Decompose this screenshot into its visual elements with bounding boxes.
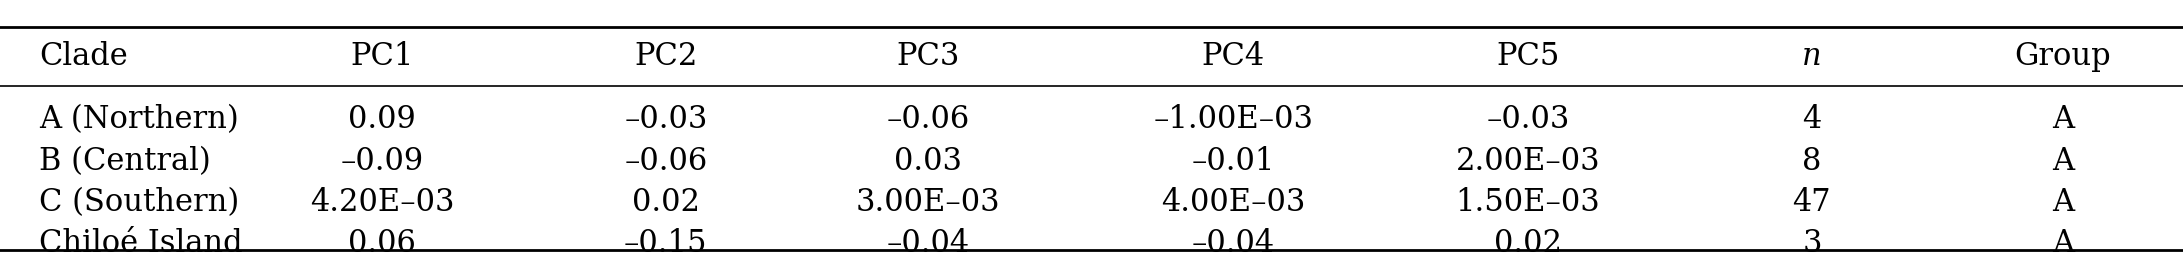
Text: PC5: PC5 — [1495, 41, 1561, 72]
Text: PC1: PC1 — [349, 41, 415, 72]
Text: 47: 47 — [1792, 187, 1832, 218]
Text: A: A — [2052, 228, 2074, 258]
Text: PC4: PC4 — [1203, 41, 1264, 72]
Text: 4.20E–03: 4.20E–03 — [310, 187, 454, 218]
Text: –0.03: –0.03 — [1487, 104, 1570, 135]
Text: A: A — [2052, 104, 2074, 135]
Text: PC2: PC2 — [633, 41, 699, 72]
Text: C (Southern): C (Southern) — [39, 187, 240, 218]
Text: A (Northern): A (Northern) — [39, 104, 240, 135]
Text: –0.01: –0.01 — [1192, 146, 1275, 177]
Text: n: n — [1803, 41, 1821, 72]
Text: 0.03: 0.03 — [893, 146, 963, 177]
Text: A: A — [2052, 146, 2074, 177]
Text: 4: 4 — [1803, 104, 1821, 135]
Text: –0.03: –0.03 — [624, 104, 707, 135]
Text: 8: 8 — [1803, 146, 1821, 177]
Text: –0.06: –0.06 — [886, 104, 969, 135]
Text: –0.04: –0.04 — [1192, 228, 1275, 258]
Text: 0.09: 0.09 — [347, 104, 417, 135]
Text: –0.09: –0.09 — [341, 146, 424, 177]
Text: 0.02: 0.02 — [631, 187, 701, 218]
Text: –1.00E–03: –1.00E–03 — [1153, 104, 1314, 135]
Text: –0.04: –0.04 — [886, 228, 969, 258]
Text: Chiloé Island: Chiloé Island — [39, 228, 242, 258]
Text: –0.15: –0.15 — [624, 228, 707, 258]
Text: 1.50E–03: 1.50E–03 — [1456, 187, 1600, 218]
Text: 0.06: 0.06 — [347, 228, 417, 258]
Text: 3: 3 — [1803, 228, 1821, 258]
Text: 0.02: 0.02 — [1493, 228, 1563, 258]
Text: –0.06: –0.06 — [624, 146, 707, 177]
Text: 2.00E–03: 2.00E–03 — [1456, 146, 1600, 177]
Text: Clade: Clade — [39, 41, 129, 72]
Text: 4.00E–03: 4.00E–03 — [1161, 187, 1305, 218]
Text: A: A — [2052, 187, 2074, 218]
Text: Group: Group — [2015, 41, 2111, 72]
Text: B (Central): B (Central) — [39, 146, 212, 177]
Text: 3.00E–03: 3.00E–03 — [856, 187, 1000, 218]
Text: PC3: PC3 — [895, 41, 961, 72]
